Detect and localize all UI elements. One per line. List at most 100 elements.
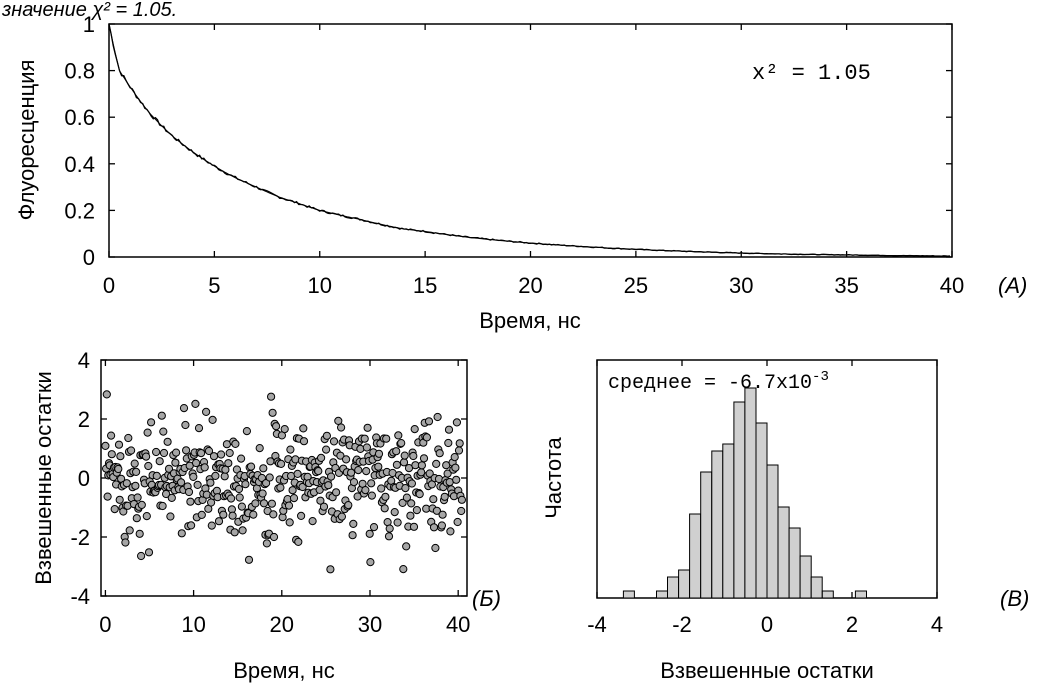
panel-a-y-label: Флуоресценция [14,60,39,221]
panel-a-y-tick-label: 0.8 [64,59,95,84]
panel-b-point [322,431,331,440]
panel-b-x-tick-label: 0 [99,612,111,637]
panel-b-point [206,478,215,487]
panel-a-x-tick-label: 20 [518,273,542,298]
panel-b-point [384,532,394,541]
panel-b-point [217,450,226,459]
panel-b-point [144,548,154,557]
panel-b-point [249,510,258,519]
panel-b-point [400,451,409,460]
panel-b-point [433,412,442,422]
panel-a-label: (A) [998,273,1027,298]
panel-b-point [322,445,331,454]
panel-b-point [334,416,343,425]
panel-b-point [192,458,201,468]
panel-a-y-tick-label: 0 [83,245,95,270]
panel-b-point [316,496,325,505]
panel-b-point [194,424,204,433]
panel-b-point [242,427,251,436]
panel-c-bar [766,464,779,599]
panel-b-point [231,439,240,448]
panel-b-point [432,506,441,515]
panel-b-point [268,408,277,417]
panel-b-point [101,441,110,450]
panel-b-x-label: Время, нс [233,658,335,683]
panel-b-point [406,511,415,520]
panel-b-point [422,433,431,442]
panel-b-point [125,526,134,535]
panel-b-point [329,437,339,446]
panel-c-bar [689,513,702,599]
panel-b-point [124,433,133,443]
panel-b-point [132,467,141,476]
panel-b-point [392,447,401,456]
panel-b-point [144,461,153,471]
panel-a-fit-curve [108,23,950,257]
panel-b-point [265,473,274,482]
panel-b-point [308,517,317,526]
panel-b-point [107,450,116,459]
panel-b-point [385,524,394,533]
panel-b-point [353,492,362,501]
panel-c-y-label: Частота [541,436,566,518]
panel-b-point [221,465,230,474]
panel-b-point [182,446,191,455]
panel-b-point [102,390,111,399]
panel-a-x-tick-label: 30 [729,273,753,298]
panel-b-point [238,526,247,535]
panel-c-x-ticks: -4 -2 0 2 4 [587,360,943,637]
panel-b-point [204,446,214,456]
panel-b-point [454,446,464,455]
panel-b-point [407,499,416,508]
panel-b-point [237,454,246,463]
panel-b-point [202,407,211,416]
panel-b-point [419,454,429,463]
panel-b-point [440,492,449,501]
panel-b-point [234,484,244,494]
panel-b-point [380,504,389,513]
panel-b-point [258,489,267,498]
panel-b-point [360,434,369,443]
panel-b-point [142,452,151,461]
panel-b-point [179,404,189,413]
panel-b-point [361,486,370,495]
panel-b-y-tick-label: 2 [78,407,90,432]
panel-c-x-tick-label: -4 [587,612,607,637]
panel-b-point [209,452,219,461]
panel-b-point [107,431,116,440]
panel-b-point [131,481,140,490]
panel-b-point [208,415,217,424]
panel-b-point [374,449,384,458]
panel-b-point [272,422,281,431]
panel-c-bar [854,590,868,599]
panel-b-point [444,425,454,434]
panel-b-points [101,390,466,574]
panel-b-point [369,523,379,532]
panel-b-point [211,471,220,480]
panel-b-point [457,506,466,516]
panel-b-point [356,444,365,453]
panel-b-point [324,481,333,490]
panel-b-point [415,490,424,499]
panel-b-point [349,519,358,529]
panel-b-point [438,510,447,519]
panel-c-mean-exponent: -3 [812,369,829,385]
panel-b-point [103,492,112,501]
panel-b-point [288,486,297,495]
panel-b-point [457,495,466,504]
panel-c-bar [799,555,812,599]
panel-b-point [280,425,289,434]
panel-b-point [187,521,196,530]
panel-b-point [122,479,131,488]
panel-c-x-tick-label: -2 [672,612,692,637]
panel-a-x-tick-label: 0 [103,273,115,298]
panel-b-point [143,428,152,437]
panel-b-point [132,514,141,523]
panel-b-x-tick-label: 10 [181,612,205,637]
panel-c-bar [622,590,635,599]
panel-b-point [390,507,399,517]
panel-b-point [172,448,181,457]
panel-b-point [362,467,371,476]
panel-a-x-tick-label: 25 [624,273,648,298]
panel-b-point [152,447,161,457]
